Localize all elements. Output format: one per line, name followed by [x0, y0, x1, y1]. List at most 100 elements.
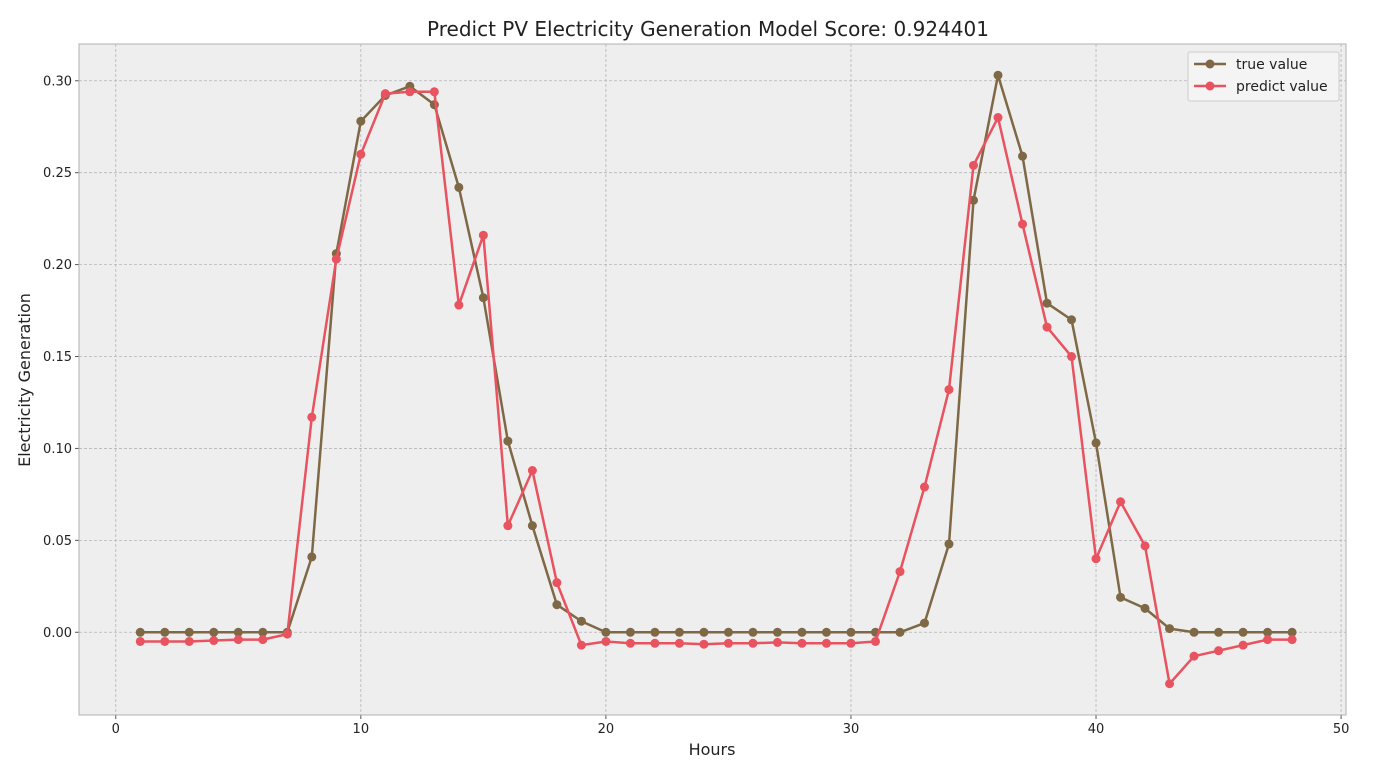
data-point [846, 627, 856, 637]
data-point [1263, 635, 1273, 645]
data-point [821, 638, 831, 648]
data-point [135, 627, 145, 637]
data-point [1140, 603, 1150, 613]
data-point [674, 638, 684, 648]
data-point [405, 87, 415, 97]
data-point [1214, 627, 1224, 637]
data-point [454, 300, 464, 310]
data-point [1263, 627, 1273, 637]
y-tick-label: 0.05 [43, 534, 72, 549]
data-point [870, 636, 880, 646]
data-point [895, 567, 905, 577]
data-point [1238, 640, 1248, 650]
legend-marker [1205, 59, 1215, 69]
data-point [821, 627, 831, 637]
legend-label: true value [1236, 57, 1307, 73]
data-point [258, 627, 268, 637]
data-point [699, 639, 709, 649]
data-point [748, 627, 758, 637]
data-point [576, 616, 586, 626]
data-point [650, 627, 660, 637]
data-point [1067, 352, 1077, 362]
data-point [184, 627, 194, 637]
data-point [748, 638, 758, 648]
data-point [552, 578, 562, 588]
x-tick-label: 20 [598, 722, 615, 737]
data-point [1287, 627, 1297, 637]
data-point [1189, 627, 1199, 637]
data-point [1091, 438, 1101, 448]
plot-frame [78, 43, 1347, 716]
data-point [307, 552, 317, 562]
data-point [1165, 624, 1175, 634]
data-point [772, 627, 782, 637]
data-point [650, 638, 660, 648]
series-line [140, 74, 1293, 634]
grid-lines [79, 44, 1346, 715]
y-tick-label: 0.30 [43, 74, 72, 89]
data-point [552, 600, 562, 610]
data-point [723, 627, 733, 637]
data-point [919, 618, 929, 628]
y-axis-label: Electricity Generation [15, 293, 34, 467]
data-point [674, 627, 684, 637]
data-point [503, 436, 513, 446]
data-point [797, 627, 807, 637]
legend-marker [1205, 81, 1215, 91]
series-line [140, 90, 1293, 685]
data-point [772, 637, 782, 647]
data-point [944, 385, 954, 395]
y-tick-label: 0.15 [43, 350, 72, 365]
x-tick-label: 0 [112, 722, 120, 737]
data-point [1042, 322, 1052, 332]
data-point [184, 636, 194, 646]
y-tick-label: 0.20 [43, 258, 72, 273]
data-point [1018, 151, 1028, 161]
data-point [478, 293, 488, 303]
data-point [968, 160, 978, 170]
data-point [209, 627, 219, 637]
data-point [723, 638, 733, 648]
data-point [625, 627, 635, 637]
data-point [307, 412, 317, 422]
data-point [993, 113, 1003, 123]
data-point [797, 638, 807, 648]
data-point [135, 636, 145, 646]
y-tick-label: 0.25 [43, 166, 72, 181]
data-point [1165, 679, 1175, 689]
data-point [258, 635, 268, 645]
data-point [478, 230, 488, 240]
data-point [209, 636, 219, 646]
data-point [356, 116, 366, 126]
x-tick-label: 10 [353, 722, 370, 737]
data-point [233, 627, 243, 637]
legend: true value predict value [1187, 51, 1340, 102]
data-point [1214, 646, 1224, 656]
data-point [233, 635, 243, 645]
legend-item: true value [1194, 57, 1307, 73]
data-point [1067, 315, 1077, 325]
data-point [1018, 219, 1028, 229]
data-point [527, 465, 537, 475]
x-tick-label: 30 [843, 722, 860, 737]
data-point [919, 482, 929, 492]
data-point [1189, 651, 1199, 661]
x-tick-label: 40 [1088, 722, 1105, 737]
data-point [1140, 541, 1150, 551]
data-point [601, 636, 611, 646]
data-point [1287, 635, 1297, 645]
data-point [454, 182, 464, 192]
data-point [1238, 627, 1248, 637]
series-predict-value [135, 87, 1297, 689]
legend-item: predict value [1194, 79, 1328, 95]
data-point [601, 627, 611, 637]
data-point [160, 636, 170, 646]
y-tick-label: 0.00 [43, 626, 72, 641]
data-point [576, 640, 586, 650]
data-point [429, 87, 439, 97]
legend-label: predict value [1236, 79, 1328, 95]
x-tick-label: 50 [1333, 722, 1350, 737]
x-axis-label: Hours [689, 740, 736, 759]
series-layer [135, 70, 1297, 689]
